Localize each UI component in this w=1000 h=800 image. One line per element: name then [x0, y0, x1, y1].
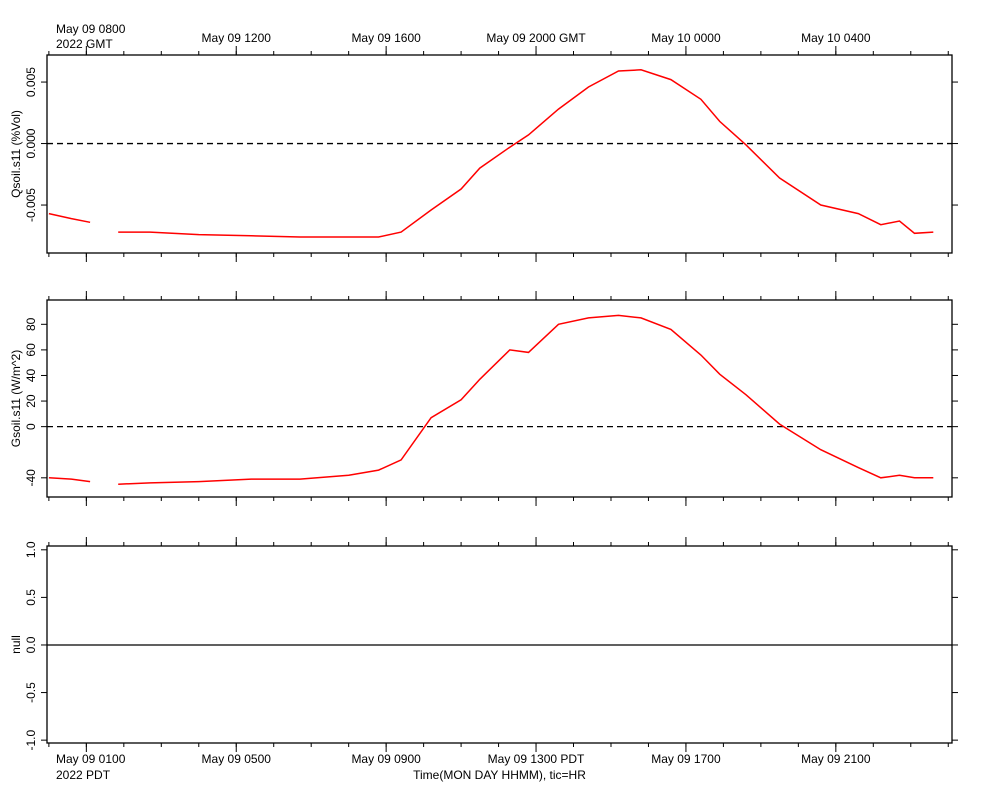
x-tick-label: May 09 1200 [202, 31, 272, 45]
x-origin-label: 2022 GMT [56, 37, 113, 51]
plot-frame [46, 545, 953, 744]
x-tick-label: May 09 1700 [651, 752, 721, 766]
y-tick-label: 0.000 [24, 128, 38, 158]
data-line [48, 69, 934, 238]
y-tick-label: 60 [24, 343, 38, 357]
y-tick-label: 0 [24, 423, 38, 430]
y-tick-label: -0.5 [24, 682, 38, 703]
plot-frame [46, 299, 953, 498]
x-axis-label: Time(MON DAY HHMM), tic=HR [413, 768, 586, 782]
x-tick-label: May 09 2000 GMT [486, 31, 586, 45]
y-axis-label: Qsoil.s11 (%Vol) [9, 110, 23, 198]
y-axis-label: Gsoil.s11 (W/m^2) [9, 350, 23, 447]
x-tick-label: May 09 2100 [801, 752, 871, 766]
y-tick-label: -40 [24, 469, 38, 487]
plot-frame [46, 54, 953, 254]
y-tick-label: 0.0 [24, 636, 38, 653]
y-tick-label: 0.005 [24, 67, 38, 97]
y-tick-label: 40 [24, 368, 38, 382]
x-tick-label: May 09 0500 [202, 752, 272, 766]
x-origin-label: 2022 PDT [56, 768, 111, 782]
x-tick-label: May 09 0100 [56, 752, 126, 766]
y-tick-label: -1.0 [24, 729, 38, 750]
x-tick-label: May 09 0900 [351, 752, 421, 766]
x-tick-label: May 09 0800 [56, 22, 126, 36]
x-tick-label: May 09 1300 PDT [488, 752, 585, 766]
y-tick-label: 20 [24, 394, 38, 408]
y-tick-label: 1.0 [24, 541, 38, 558]
y-tick-label: 80 [24, 317, 38, 331]
data-line [48, 314, 934, 485]
y-tick-label: -0.005 [24, 188, 38, 222]
y-tick-label: 0.5 [24, 589, 38, 606]
x-tick-label: May 10 0000 [651, 31, 721, 45]
x-tick-label: May 09 1600 [351, 31, 421, 45]
x-tick-label: May 10 0400 [801, 31, 871, 45]
y-axis-label: null [9, 635, 23, 654]
